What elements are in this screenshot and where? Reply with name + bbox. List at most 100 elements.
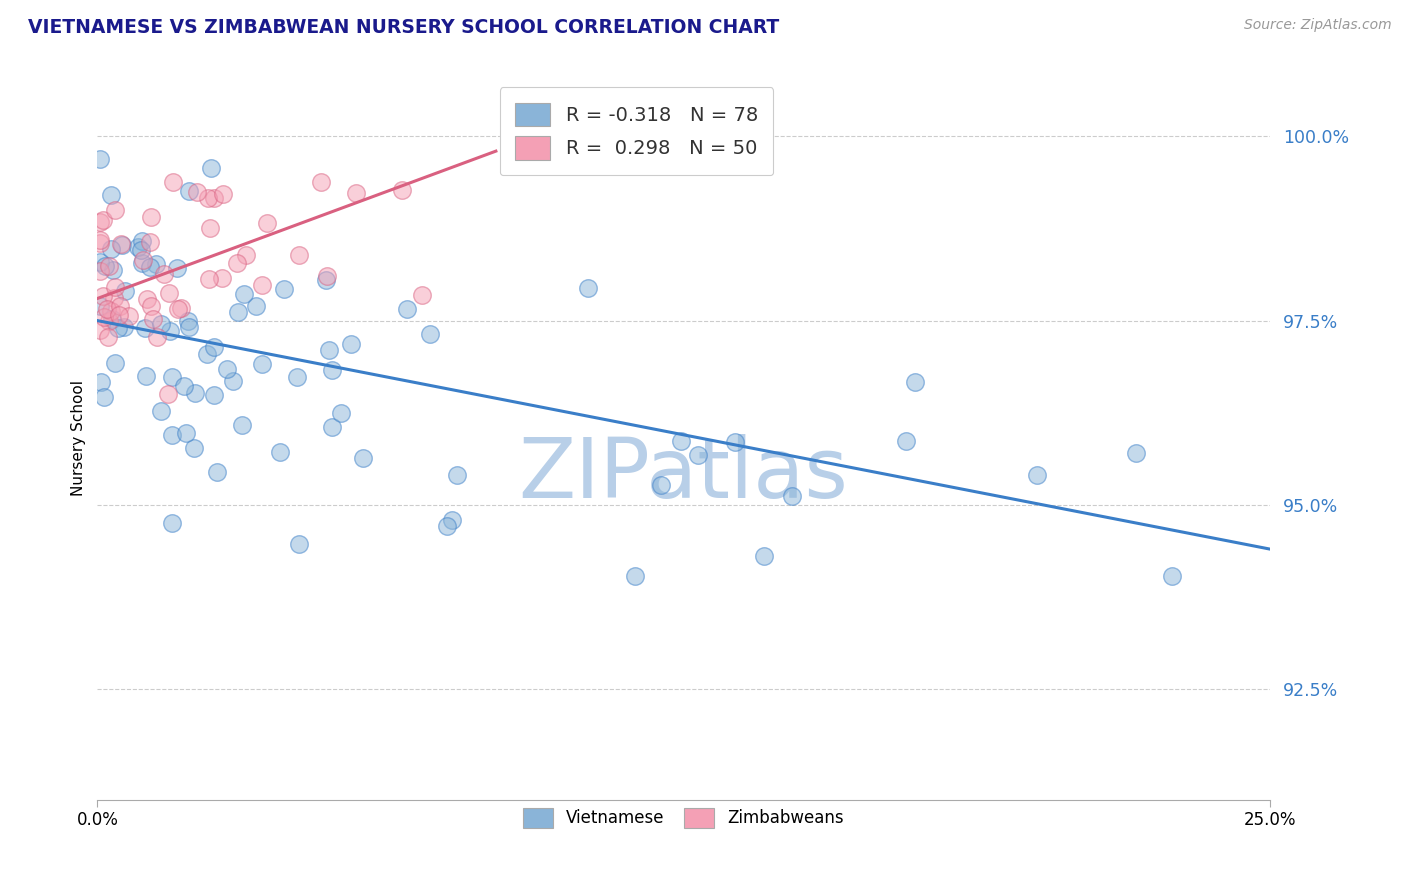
Point xyxy=(100,243,122,257)
Text: VIETNAMESE VS ZIMBABWEAN NURSERY SCHOOL CORRELATION CHART: VIETNAMESE VS ZIMBABWEAN NURSERY SCHOOL … xyxy=(28,18,779,37)
Point xyxy=(110,299,132,313)
Point xyxy=(329,406,352,420)
Point xyxy=(177,314,200,328)
Point xyxy=(436,518,458,533)
Point xyxy=(160,516,183,530)
Point xyxy=(135,369,157,384)
Point xyxy=(287,248,309,262)
Point xyxy=(269,445,291,459)
Point xyxy=(104,280,127,294)
Point xyxy=(321,420,343,434)
Point xyxy=(100,312,122,326)
Point xyxy=(135,293,157,307)
Point xyxy=(90,375,112,389)
Point xyxy=(118,309,141,323)
Point xyxy=(183,386,205,401)
Point xyxy=(93,213,115,227)
Point xyxy=(159,324,181,338)
Point xyxy=(321,363,343,377)
Point xyxy=(162,175,184,189)
Point xyxy=(89,299,111,313)
Point xyxy=(162,369,184,384)
Point xyxy=(139,235,162,249)
Point xyxy=(97,330,120,344)
Point xyxy=(104,202,127,217)
Point xyxy=(111,237,134,252)
Point xyxy=(103,262,125,277)
Point xyxy=(200,221,222,235)
Point xyxy=(156,386,179,401)
Point xyxy=(89,264,111,278)
Point xyxy=(139,260,162,274)
Point xyxy=(112,319,135,334)
Point xyxy=(318,343,340,357)
Point xyxy=(231,417,253,432)
Point xyxy=(89,233,111,247)
Point xyxy=(202,340,225,354)
Point xyxy=(1125,445,1147,459)
Point xyxy=(170,301,193,315)
Point xyxy=(110,236,132,251)
Point xyxy=(896,434,918,448)
Point xyxy=(131,234,153,248)
Point xyxy=(315,268,337,283)
Point xyxy=(1025,468,1047,483)
Point xyxy=(107,321,129,335)
Point xyxy=(340,336,363,351)
Point xyxy=(174,425,197,440)
Point xyxy=(153,268,176,282)
Point xyxy=(780,489,803,503)
Point xyxy=(198,271,221,285)
Point xyxy=(129,243,152,257)
Point xyxy=(93,390,115,404)
Point xyxy=(752,549,775,563)
Point xyxy=(94,260,117,274)
Point xyxy=(89,235,111,250)
Point xyxy=(97,259,120,273)
Point xyxy=(207,465,229,479)
Point xyxy=(100,303,122,318)
Point xyxy=(177,320,200,334)
Point xyxy=(904,375,927,389)
Point xyxy=(211,271,233,285)
Point xyxy=(624,569,647,583)
Point xyxy=(311,175,333,189)
Point xyxy=(114,284,136,298)
Point xyxy=(186,185,208,199)
Point xyxy=(226,305,249,319)
Point xyxy=(107,308,129,322)
Point xyxy=(273,282,295,296)
Point xyxy=(89,255,111,269)
Text: Source: ZipAtlas.com: Source: ZipAtlas.com xyxy=(1244,18,1392,32)
Point xyxy=(288,537,311,551)
Point xyxy=(315,273,337,287)
Point xyxy=(142,312,165,326)
Point xyxy=(167,302,190,317)
Point xyxy=(93,289,115,303)
Point xyxy=(235,248,257,262)
Point xyxy=(346,186,368,200)
Point xyxy=(669,434,692,449)
Point xyxy=(89,152,111,166)
Point xyxy=(166,260,188,275)
Point xyxy=(222,374,245,388)
Point xyxy=(103,291,125,305)
Y-axis label: Nursery School: Nursery School xyxy=(72,381,86,497)
Point xyxy=(160,427,183,442)
Point xyxy=(104,356,127,370)
Point xyxy=(145,256,167,270)
Point xyxy=(134,321,156,335)
Point xyxy=(173,379,195,393)
Point xyxy=(197,191,219,205)
Point xyxy=(131,256,153,270)
Point xyxy=(419,327,441,342)
Point xyxy=(150,317,173,331)
Point xyxy=(226,256,249,270)
Point xyxy=(391,182,413,196)
Point xyxy=(97,314,120,328)
Point xyxy=(145,330,167,344)
Point xyxy=(127,240,149,254)
Point xyxy=(233,286,256,301)
Point xyxy=(396,301,419,316)
Legend: Vietnamese, Zimbabweans: Vietnamese, Zimbabweans xyxy=(516,801,851,835)
